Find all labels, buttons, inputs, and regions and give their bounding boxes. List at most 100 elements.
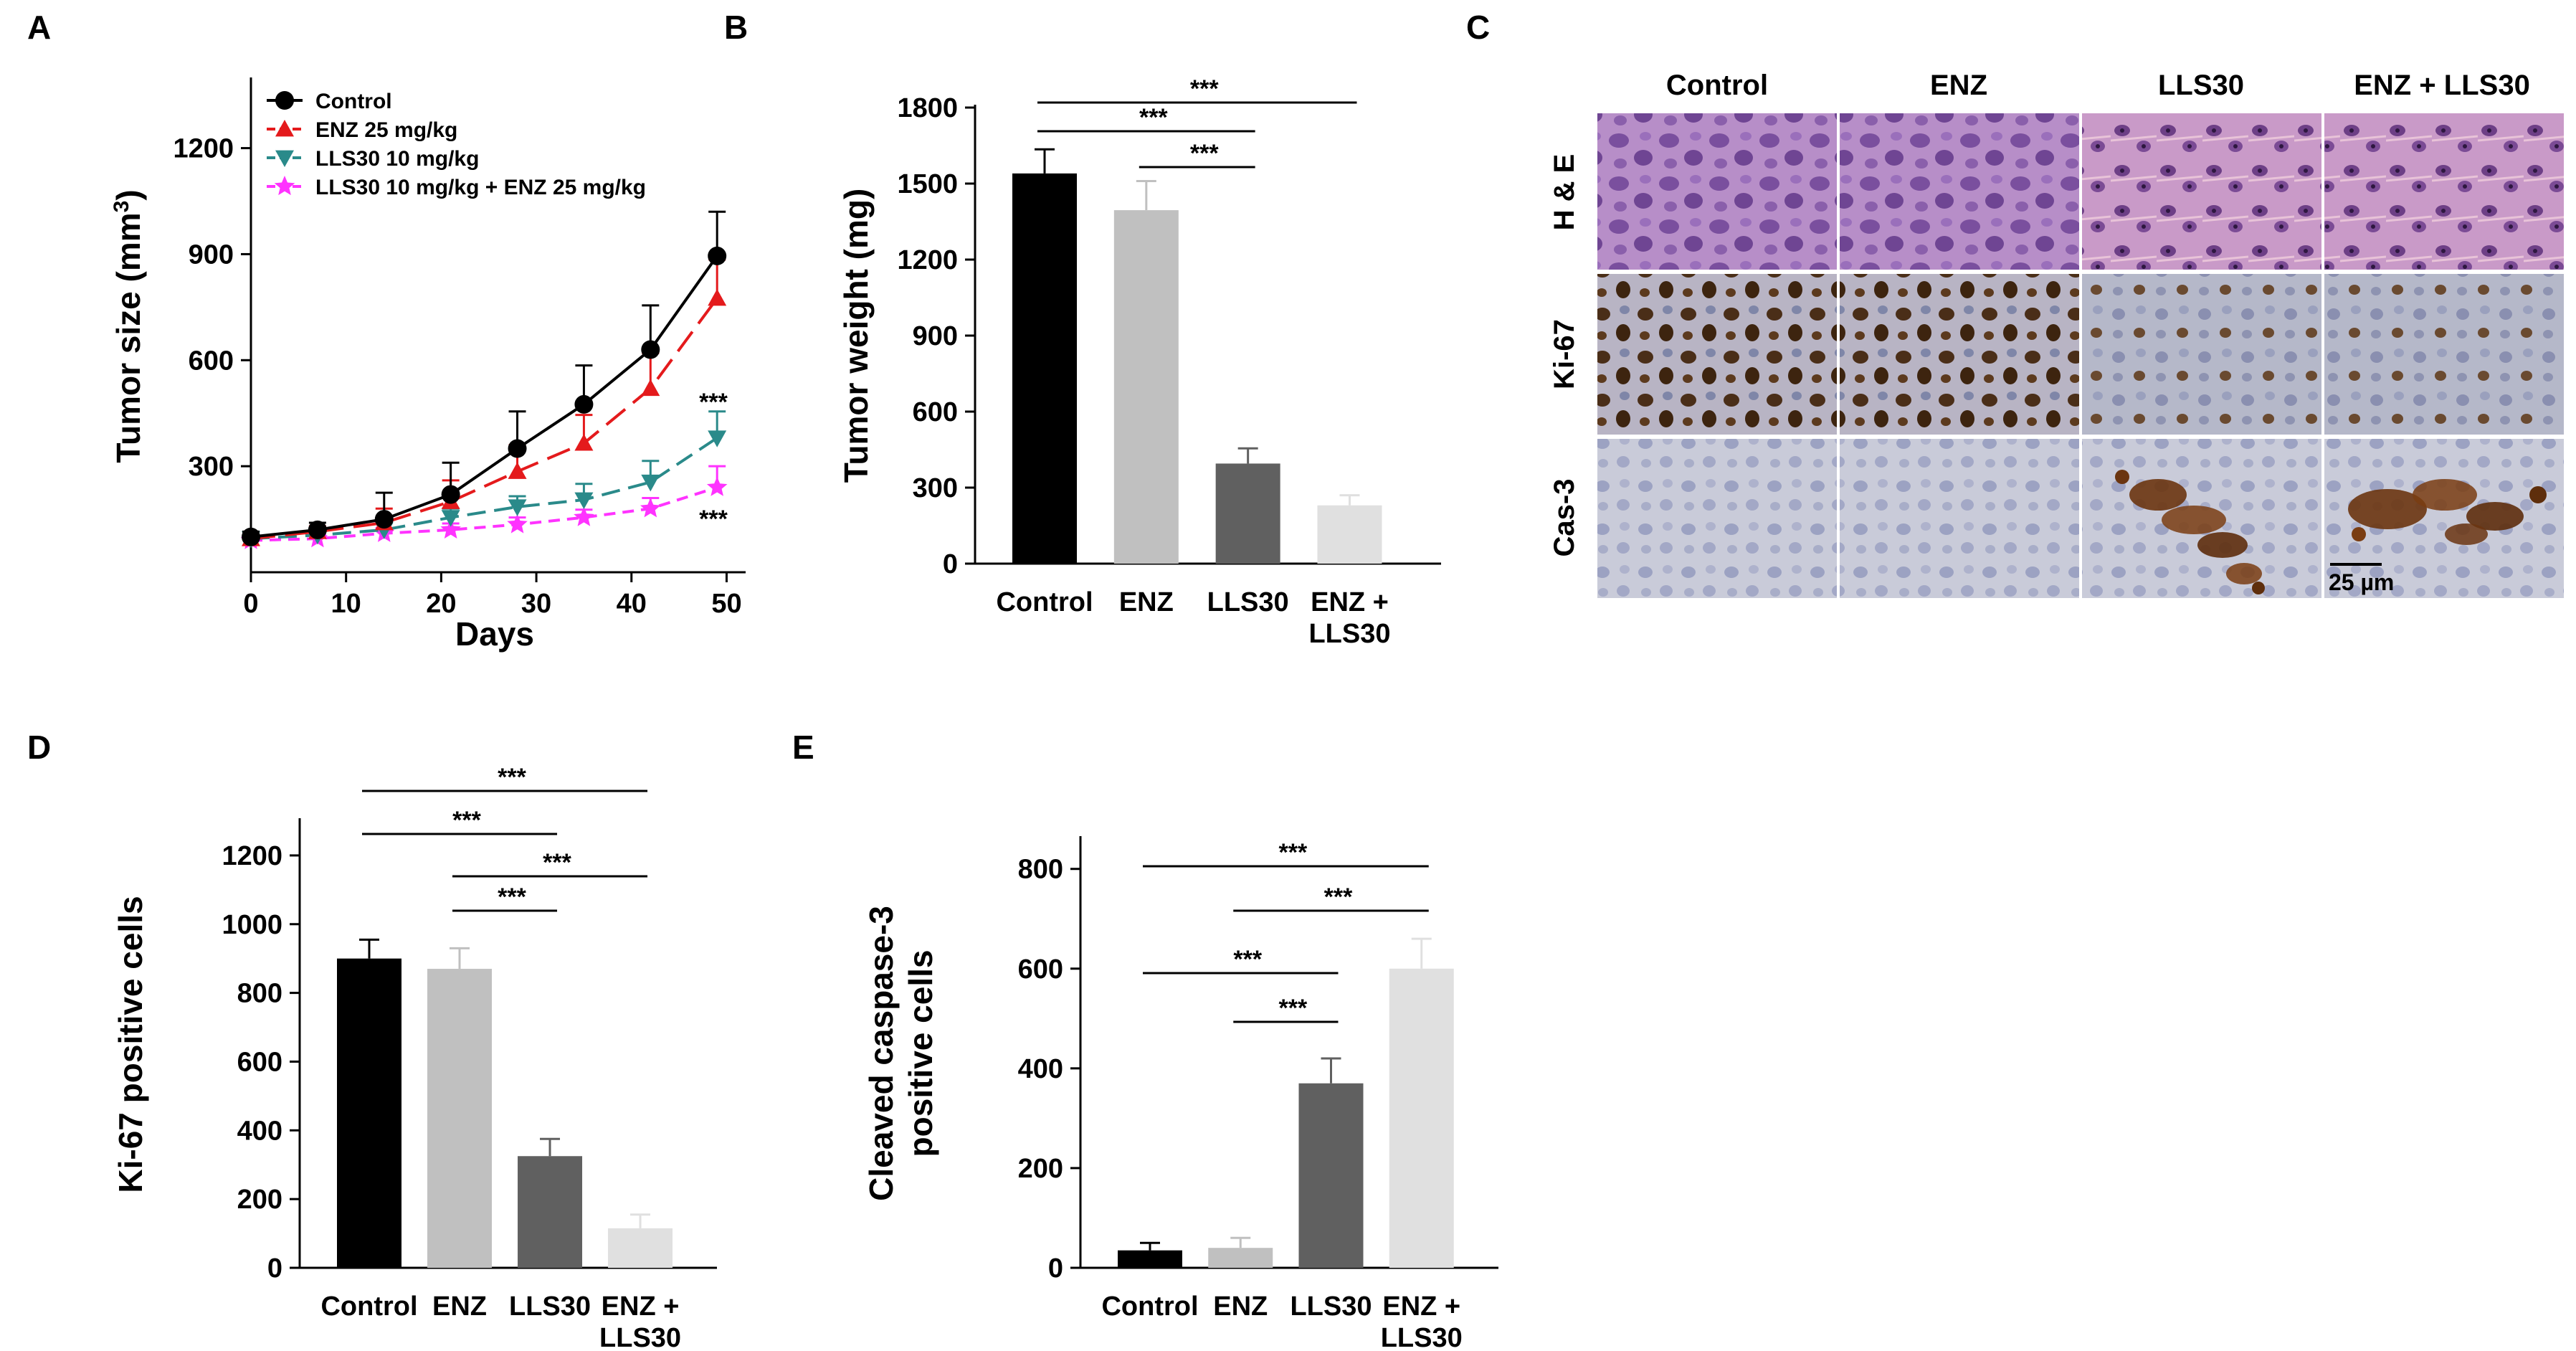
chart-e-xtick-label-1: ENZ (1213, 1291, 1268, 1322)
chart-b-sig-label-0: *** (1190, 75, 1219, 103)
chart-b-bar-1 (1113, 210, 1179, 564)
cas3-staining-lls30 (2115, 470, 2265, 594)
chart-a-point-2-7 (708, 430, 727, 447)
chart-a-point-3-3 (440, 518, 461, 539)
chart-e-ytick-label-600: 600 (1018, 954, 1063, 985)
histology-row-cas3: Cas-3 (1549, 479, 1580, 557)
chart-a-ytick-label-300: 300 (189, 452, 234, 482)
chart-e-ytick-label-400: 400 (1018, 1054, 1063, 1084)
micrograph-ki67-combo (2324, 274, 2564, 435)
chart-d-xtick-label-3: ENZ + (602, 1291, 680, 1322)
micrograph-he-combo (2324, 113, 2564, 270)
panel-label-a: A (27, 9, 51, 46)
panel-label-c: C (1466, 9, 1490, 46)
chart-e-sig-label-0: *** (1279, 839, 1308, 866)
chart-a-point-2-6 (641, 474, 660, 492)
chart-e-bar-0 (1118, 1250, 1182, 1268)
chart-b-sig-label-2: *** (1190, 140, 1219, 167)
chart-a-legend-marker-2 (275, 150, 294, 167)
chart-a-point-0-1 (308, 520, 327, 539)
chart-a-point-3-5 (574, 506, 594, 526)
chart-d-bar-0 (337, 958, 401, 1268)
chart-b-bar-3 (1317, 505, 1382, 564)
chart-a-xtick-label-30: 30 (521, 589, 551, 619)
chart-d-sig-label-2: *** (543, 849, 571, 876)
chart-a-legend-label-1: ENZ 25 mg/kg (315, 118, 457, 142)
chart-d-ytick-label-400: 400 (237, 1116, 282, 1146)
chart-e-ytick-label-0: 0 (1048, 1253, 1063, 1284)
chart-a-legend: Control ENZ 25 mg/kg LLS30 10 mg/kg LLS30 1… (267, 90, 646, 199)
chart-b-xtick-label-3-line2: LLS30 (1308, 619, 1390, 649)
chart-d-xtick-label-0: Control (320, 1291, 417, 1322)
chart-b-ytick-label-0: 0 (943, 549, 958, 579)
cas3-staining-combo (2348, 479, 2547, 545)
chart-a-legend-marker-1 (275, 120, 294, 137)
chart-a-line-1 (250, 297, 718, 541)
chart-a-point-3-7 (706, 476, 728, 496)
chart-d-sig-label-1: *** (452, 807, 481, 834)
chart-a-point-0-3 (441, 485, 460, 504)
chart-b-bar-0 (1012, 173, 1077, 564)
chart-a-series-1 (242, 258, 727, 546)
chart-b-sig-label-1: *** (1139, 104, 1168, 131)
histology-row-ki67: Ki-67 (1549, 319, 1580, 389)
chart-e-sig-label-1: *** (1324, 883, 1353, 911)
chart-a-legend-marker-3 (274, 176, 295, 196)
chart-e-bar-2 (1298, 1083, 1364, 1268)
chart-a-point-2-3 (441, 510, 460, 527)
panel-label-b: B (724, 9, 748, 46)
chart-a-xtick-label-40: 40 (617, 589, 647, 619)
chart-a-legend-label-2: LLS30 10 mg/kg (315, 147, 479, 171)
chart-e-bar-1 (1208, 1248, 1273, 1268)
chart-b-xtick-label-2: LLS30 (1207, 587, 1289, 617)
chart-a-point-0-6 (641, 340, 660, 359)
chart-d-xtick-label-2: LLS30 (509, 1291, 591, 1322)
micrograph-he-enz (1840, 113, 2079, 270)
chart-a-xtick-label-20: 20 (426, 589, 456, 619)
chart-a-point-1-7 (708, 289, 727, 306)
chart-a-ytick-label-900: 900 (189, 240, 234, 270)
scale-bar-label: 25 µm (2329, 569, 2394, 595)
chart-d-ytick-label-1200: 1200 (222, 841, 282, 871)
chart-a-ytick-label-600: 600 (189, 346, 234, 376)
chart-a-xtick-label-50: 50 (711, 589, 741, 619)
chart-a-xlabel: Days (455, 615, 534, 653)
chart-d-sig-label-0: *** (498, 764, 526, 791)
chart-d-xtick-label-3-line2: LLS30 (599, 1323, 681, 1351)
chart-a-tumor-size: 0 10 20 30 40 50 300 600 900 1200 Days Tumor size… (110, 77, 746, 653)
chart-a-ytick-label-1200: 1200 (173, 134, 234, 164)
chart-d-ytick-label-200: 200 (237, 1185, 282, 1215)
chart-d-sig-label-3: *** (498, 883, 526, 911)
histology-col-control: Control (1666, 70, 1768, 101)
chart-e-ylabel-line2: positive cells (902, 950, 939, 1157)
chart-a-point-1-4 (508, 462, 527, 479)
micrograph-he-lls30 (2082, 113, 2321, 270)
chart-a-series-0 (242, 210, 727, 546)
chart-a-xtick-label-10: 10 (331, 589, 361, 619)
panel-label-e: E (792, 729, 814, 766)
panel-label-d: D (27, 729, 51, 766)
chart-a-ylabel: Tumor size (mm3) (110, 189, 148, 463)
histology-panel: Control ENZ LLS30 ENZ + LLS30 H & E Ki-6… (1549, 70, 2564, 598)
chart-e-xtick-label-3: ENZ + (1382, 1291, 1460, 1322)
chart-b-ytick-label-1800: 1800 (897, 93, 958, 123)
chart-d-ytick-label-600: 600 (237, 1047, 282, 1077)
chart-b-xtick-label-0: Control (996, 587, 1093, 617)
chart-a-point-0-7 (708, 246, 727, 265)
chart-a-point-3-6 (640, 498, 661, 518)
chart-e-ytick-label-800: 800 (1018, 855, 1063, 885)
micrograph-ki67-control (1597, 274, 1837, 435)
chart-a-legend-label-3: LLS30 10 mg/kg + ENZ 25 mg/kg (315, 176, 646, 199)
histology-col-combo: ENZ + LLS30 (2354, 70, 2530, 101)
chart-a-point-2-4 (508, 499, 527, 516)
chart-a-point-3-4 (507, 513, 528, 534)
chart-d-ytick-label-1000: 1000 (222, 910, 282, 940)
chart-a-line-0 (250, 255, 718, 539)
micrograph-cas3-enz (1840, 439, 2079, 598)
histology-col-lls30: LLS30 (2158, 70, 2244, 101)
micrograph-ki67-enz (1840, 274, 2079, 435)
chart-e-sig-label-3: *** (1279, 995, 1308, 1022)
